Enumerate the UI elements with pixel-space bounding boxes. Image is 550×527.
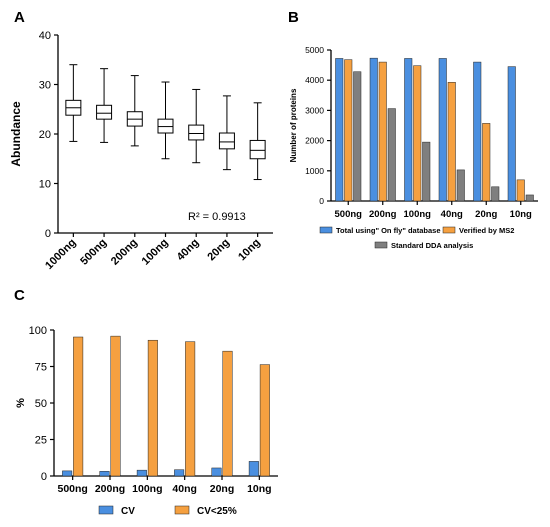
legend-b: Total using" On fly" database Verified by…	[319, 226, 514, 250]
legend-swatch	[374, 241, 388, 249]
x-tick-label: 20ng	[210, 483, 235, 495]
legend-label: Verified by MS2	[459, 226, 514, 235]
y-tick-label: 2000	[305, 136, 324, 146]
bar-cv-25--500ng	[73, 336, 84, 477]
y-axis-title: Abundance	[9, 101, 23, 167]
x-tick-label: 200ng	[95, 483, 125, 495]
legend-swatch	[442, 226, 456, 234]
bar-verified-by-ms2-40ng	[447, 82, 456, 202]
box-40ng	[188, 88, 205, 164]
bar-cv-10ng	[248, 461, 259, 477]
x-tick-label: 200ng	[109, 237, 140, 268]
bar-verified-by-ms2-10ng	[516, 179, 525, 202]
box-100ng	[157, 81, 174, 160]
r-squared-annotation: R² = 0.9913	[188, 211, 246, 223]
y-tick-label: 30	[39, 79, 51, 91]
legend-label: Standard DDA analysis	[391, 241, 473, 250]
y-tick-label: 5000	[305, 45, 324, 55]
bar-total-using-on-fly-database-200ng	[369, 57, 378, 202]
x-tick-label: 10ng	[247, 483, 272, 495]
y-tick-label: 1000	[305, 166, 324, 176]
box-iqr	[188, 124, 205, 141]
bar-cv-25--200ng	[110, 335, 121, 477]
y-tick-label: 50	[35, 398, 47, 410]
bar-cv-25--100ng	[147, 339, 158, 477]
bar-total-using-on-fly-database-500ng	[335, 58, 344, 202]
panel-label-c: C	[14, 287, 25, 304]
panel-label-a: A	[14, 9, 25, 26]
legend-swatch	[174, 505, 190, 515]
box-200ng	[126, 75, 143, 147]
y-tick-label: 0	[41, 471, 47, 483]
bar-verified-by-ms2-100ng	[413, 65, 422, 202]
box-500ng	[96, 68, 113, 143]
x-tick-label: 100ng	[140, 237, 171, 268]
bar-standard-dda-analysis-100ng	[422, 141, 431, 202]
bar-standard-dda-analysis-200ng	[387, 108, 396, 202]
bar-cv-200ng	[99, 471, 110, 477]
x-tick-label: 40ng	[175, 237, 202, 264]
legend-c: CV CV<25%	[98, 505, 237, 517]
y-tick-label: 25	[35, 434, 47, 446]
y-tick-label: 75	[35, 361, 47, 373]
x-tick-label: 20ng	[205, 237, 232, 264]
bar-total-using-on-fly-database-10ng	[507, 66, 516, 202]
x-tick-label: 40ng	[441, 209, 463, 220]
bar-total-using-on-fly-database-100ng	[404, 58, 413, 202]
box-iqr	[218, 132, 235, 150]
x-tick-label: 100ng	[404, 209, 432, 220]
y-axis-title: Number of proteins	[289, 88, 298, 162]
x-tick-label: 200ng	[369, 209, 397, 220]
x-tick-label: 500ng	[57, 483, 87, 495]
chart-c-cv-percent: 0 25 50 75 100 500ng 200ng 100ng 40ng 20ng 10ng% CV…	[15, 325, 278, 517]
chart-a-abundance-boxplot: 0 10 20 30 40 1000ng 500ng 200ng 100ng 40ng 20ng 10…	[9, 30, 273, 272]
bar-standard-dda-analysis-500ng	[353, 71, 362, 202]
panel-label-b: B	[288, 9, 299, 26]
x-tick-label: 40ng	[172, 483, 197, 495]
x-tick-label: 500ng	[335, 209, 363, 220]
bar-cv-20ng	[211, 467, 222, 477]
bar-cv-25--10ng	[259, 364, 270, 477]
x-tick-label: 10ng	[236, 237, 263, 264]
x-tick-label: 1000ng	[43, 237, 78, 272]
x-tick-label: 10ng	[510, 209, 532, 220]
box-20ng	[218, 95, 235, 171]
y-tick-label: 100	[29, 325, 47, 337]
bar-verified-by-ms2-500ng	[344, 59, 353, 202]
legend-label: Total using" On fly" database	[336, 226, 441, 235]
bar-cv-100ng	[136, 469, 147, 477]
y-tick-label: 4000	[305, 75, 324, 85]
box-1000ng	[65, 64, 82, 142]
x-tick-label: 500ng	[78, 237, 109, 268]
bar-total-using-on-fly-database-20ng	[473, 61, 482, 202]
y-tick-label: 3000	[305, 105, 324, 115]
bar-cv-25--20ng	[222, 350, 233, 477]
chart-b-protein-counts: 0 1000 2000 3000 4000 5000 500ng 200ng 100ng 40ng…	[289, 45, 538, 250]
bar-total-using-on-fly-database-40ng	[438, 58, 447, 202]
box-iqr	[96, 104, 113, 120]
bar-verified-by-ms2-200ng	[378, 61, 387, 202]
y-axis-title: %	[15, 398, 27, 408]
y-tick-label: 20	[39, 129, 51, 141]
bar-standard-dda-analysis-40ng	[456, 169, 465, 202]
bar-standard-dda-analysis-20ng	[491, 186, 500, 202]
x-tick-label: 100ng	[132, 483, 162, 495]
bar-cv-25--40ng	[185, 341, 196, 477]
y-tick-label: 0	[45, 228, 51, 240]
bar-standard-dda-analysis-10ng	[525, 194, 534, 202]
legend-label: CV	[121, 506, 135, 517]
y-tick-label: 10	[39, 178, 51, 190]
box-10ng	[249, 102, 266, 181]
y-tick-label: 40	[39, 30, 51, 42]
bar-cv-500ng	[62, 470, 73, 477]
bar-verified-by-ms2-20ng	[482, 123, 491, 202]
legend-swatch	[98, 505, 114, 515]
bar-cv-40ng	[174, 469, 185, 477]
y-tick-label: 0	[319, 196, 324, 206]
legend-label: CV<25%	[197, 506, 237, 517]
legend-swatch	[319, 226, 333, 234]
x-tick-label: 20ng	[475, 209, 497, 220]
box-iqr	[249, 139, 266, 160]
